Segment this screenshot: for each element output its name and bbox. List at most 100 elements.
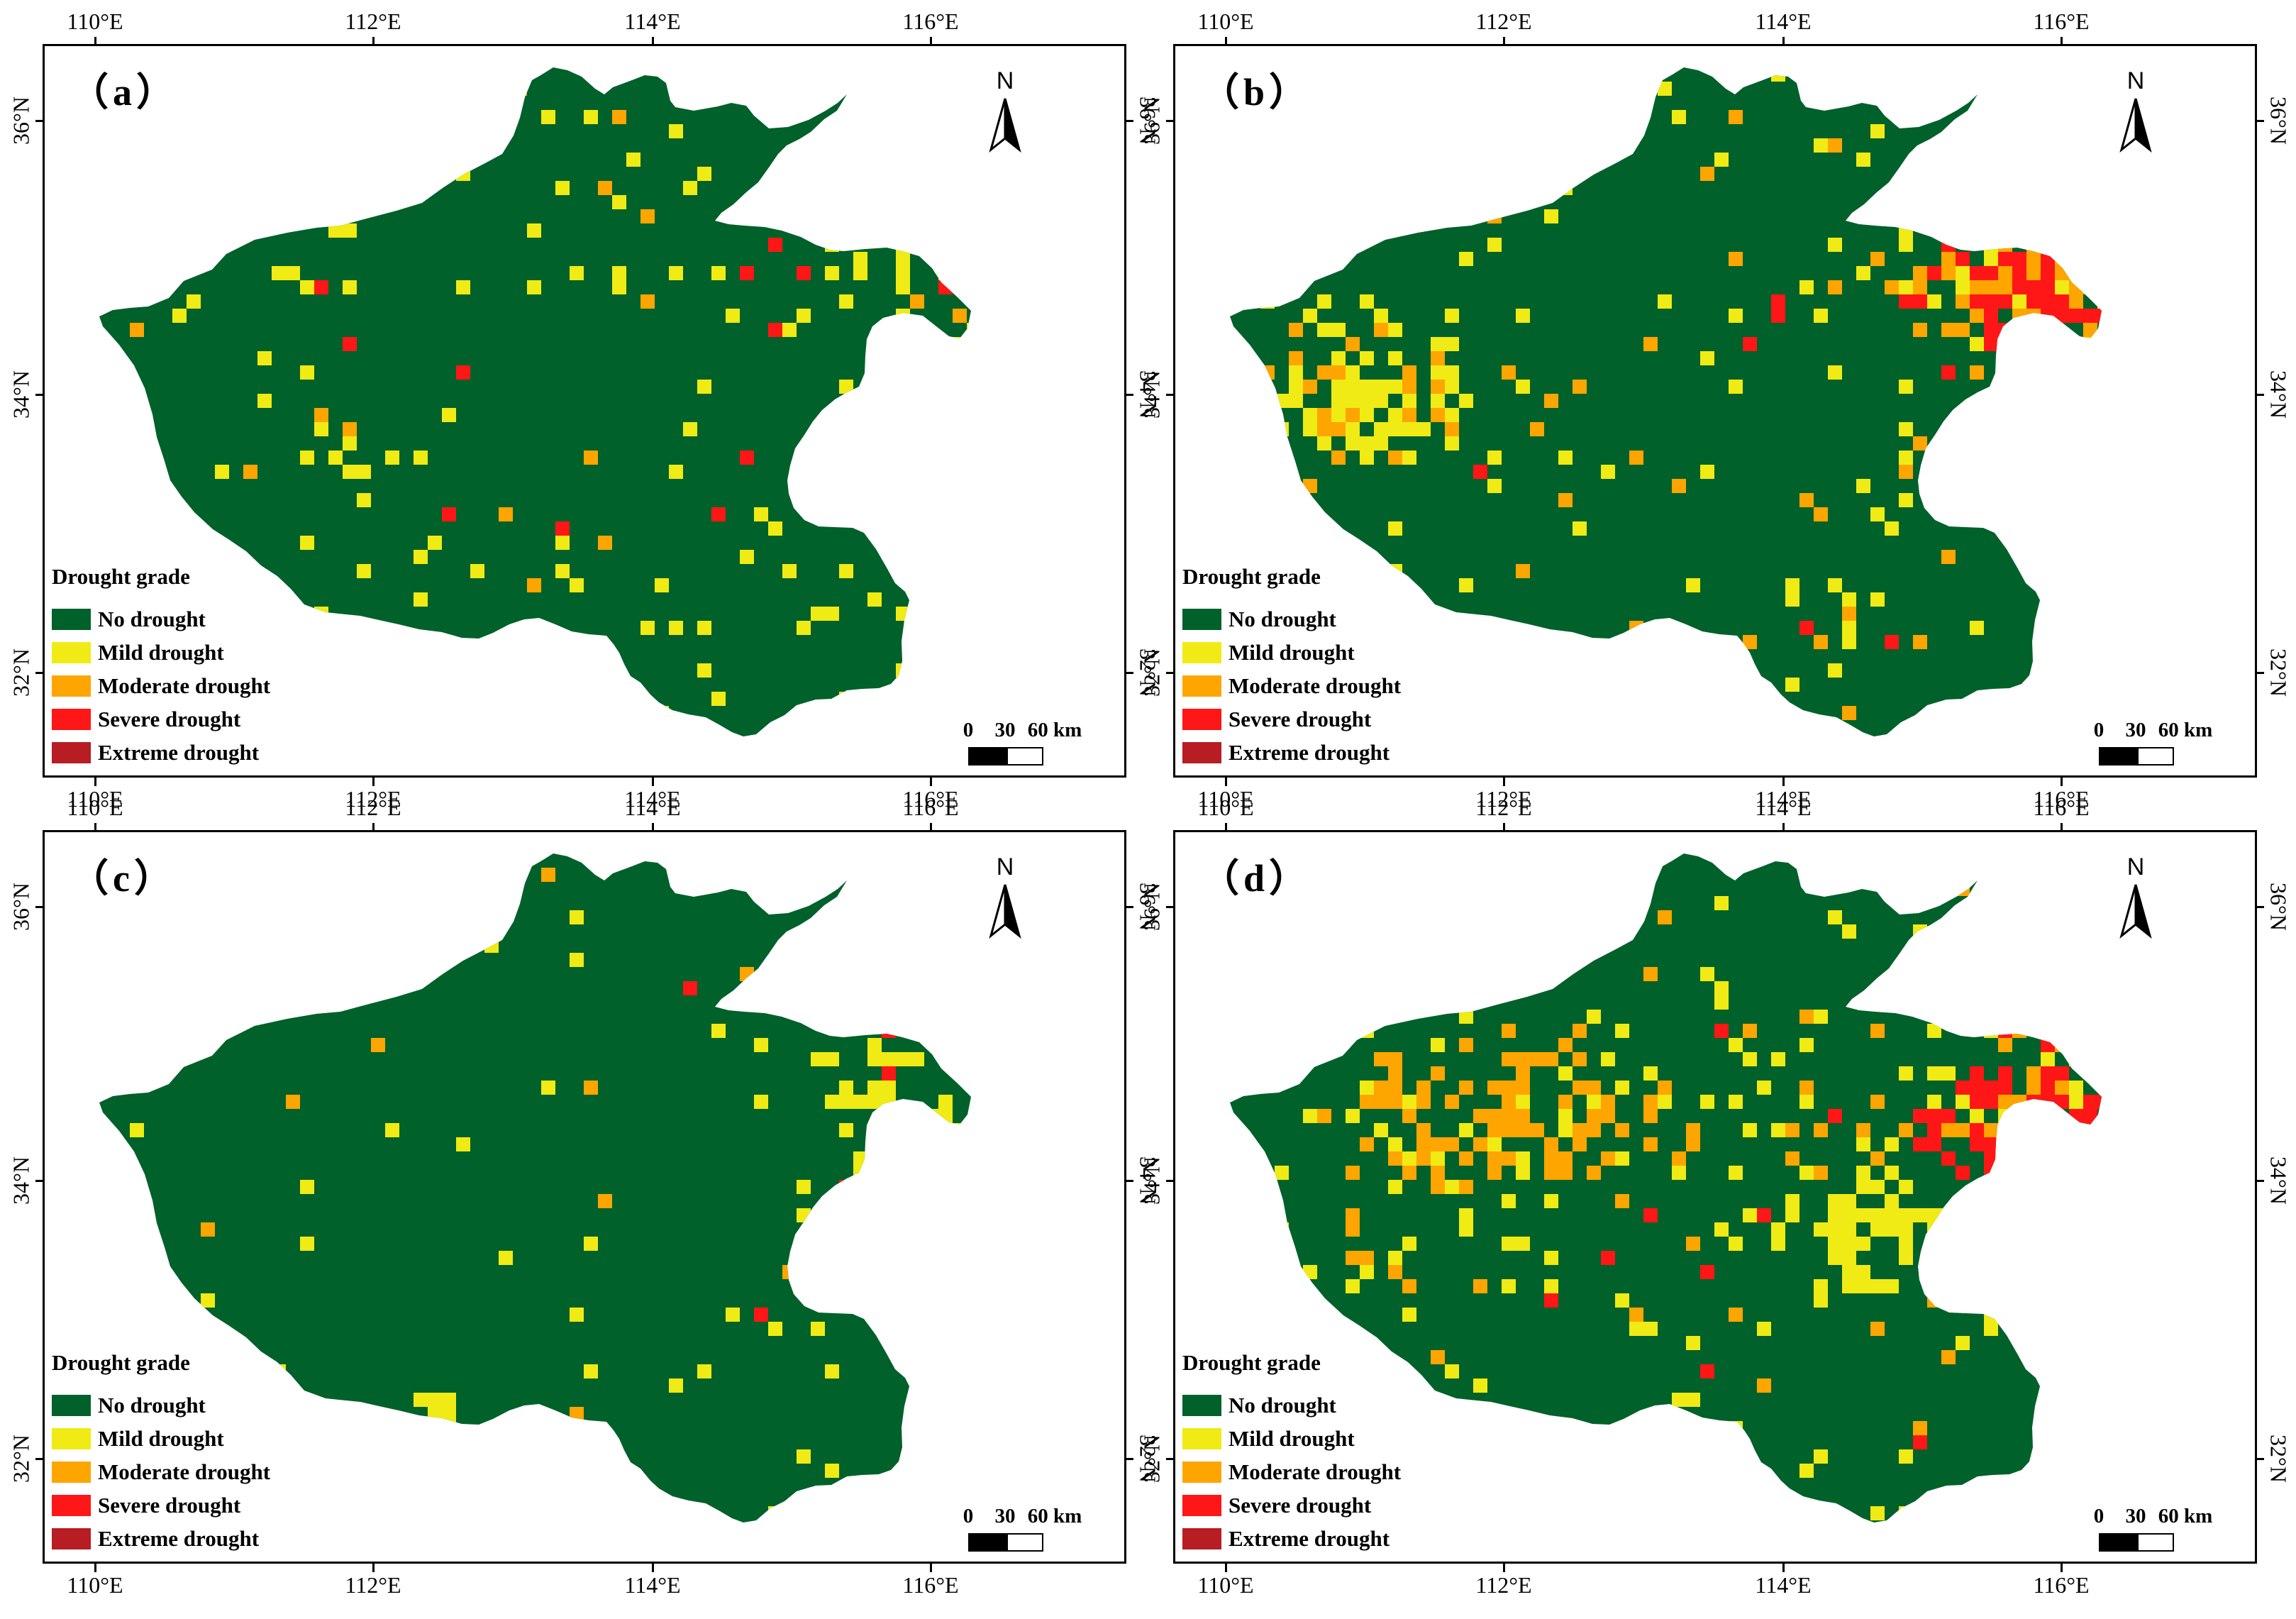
mild-drought-cell [2041,706,2055,720]
moderate-drought-cell [598,181,612,195]
mild-drought-cell [967,323,971,337]
mild-drought-cell [2083,967,2097,981]
severe-drought-cell [1573,67,1587,82]
mild-drought-cell [442,153,456,167]
moderate-drought-cell [2097,1208,2102,1222]
mild-drought-cell [158,1010,172,1024]
severe-drought-cell [1473,868,1487,882]
moderate-drought-cell [1346,1208,1360,1222]
map-frame: （c） N Drought grade No drought Mild droug… [43,830,1126,1564]
moderate-drought-cell [1459,1038,1473,1052]
moderate-drought-cell [1686,1123,1700,1137]
mild-drought-cell [1956,1208,1970,1222]
mild-drought-cell [1686,1336,1700,1350]
scale-label-0: 0 [2093,1505,2104,1527]
severe-drought-cell [768,238,782,252]
moderate-drought-cell [1984,1279,1998,1293]
moderate-drought-cell [612,110,626,124]
severe-drought-cell [1998,365,2012,380]
mild-drought-cell [1700,465,1714,479]
moderate-drought-cell [1232,1038,1246,1052]
mild-drought-cell [1842,1237,1856,1251]
mild-drought-cell [1870,1279,1885,1293]
moderate-drought-cell [1402,981,1416,995]
mild-drought-cell [953,1123,967,1137]
mild-drought-cell [910,1151,924,1166]
moderate-drought-cell [1360,1251,1374,1265]
moderate-drought-cell [1729,110,1743,124]
severe-drought-cell [1998,252,2012,266]
severe-drought-cell [1771,294,1785,309]
latitude-tick-mark [2256,1458,2264,1460]
north-arrow: N [984,853,1026,941]
mild-drought-cell [882,507,896,521]
mild-drought-cell [882,167,896,181]
moderate-drought-cell [2083,394,2097,408]
mild-drought-cell [768,1322,782,1336]
severe-drought-cell [2083,678,2097,692]
mild-drought-cell [1275,1222,1289,1237]
mild-drought-cell [1317,294,1331,309]
moderate-drought-cell [811,209,825,223]
moderate-drought-cell [1459,1081,1473,1095]
scale-bar: 0 30 60 km [963,1505,1085,1552]
mild-drought-cell [953,981,967,995]
mild-drought-cell [797,309,811,323]
severe-drought-cell [1970,266,1984,280]
mild-drought-cell [825,238,839,252]
mild-drought-cell [1388,1137,1402,1151]
mild-drought-cell [1885,1166,1899,1180]
scale-label-0: 0 [963,719,974,741]
mild-drought-cell [314,734,328,736]
mild-drought-cell [257,110,272,124]
moderate-drought-cell [1870,1024,1885,1038]
moderate-drought-cell [1516,1109,1530,1123]
mild-drought-cell [1445,436,1459,451]
mild-drought-cell [612,195,626,209]
mild-drought-cell [1729,309,1743,323]
moderate-drought-cell [1573,1123,1587,1137]
mild-drought-cell [1346,365,1360,380]
moderate-drought-cell [1998,351,2012,365]
moderate-drought-cell [1984,209,1998,223]
mild-drought-cell [1729,1166,1743,1180]
moderate-drought-cell [1544,1137,1558,1151]
mild-drought-cell [1502,1237,1516,1251]
longitude-tick-label: 116°E [2033,1572,2090,1598]
mild-drought-cell [1360,351,1374,365]
mild-drought-cell [2041,1052,2055,1066]
mild-drought-cell [811,607,825,621]
mild-drought-cell [697,734,711,736]
moderate-drought-cell [2012,323,2026,337]
mild-drought-cell [456,1137,470,1151]
legend-item: Moderate drought [52,1455,270,1488]
moderate-drought-cell [1388,451,1402,465]
moderate-drought-cell [1431,1137,1445,1151]
mild-drought-cell [414,1393,428,1407]
moderate-drought-cell [1402,380,1416,394]
mild-drought-cell [1743,1052,1757,1066]
severe-drought-cell [1700,1364,1714,1378]
mild-drought-cell [414,550,428,564]
severe-drought-cell [1970,1095,1984,1109]
mild-drought-cell [385,138,399,153]
mild-drought-cell [1360,1265,1374,1279]
mild-drought-cell [2012,1208,2026,1222]
moderate-drought-cell [1516,692,1530,706]
mild-drought-cell [839,692,853,706]
severe-drought-cell [2041,1151,2055,1166]
severe-drought-cell [1970,1066,1984,1081]
scale-label-60: 60 km [2158,1505,2213,1527]
moderate-drought-cell [1445,1506,1459,1520]
mild-drought-cell [257,67,272,82]
moderate-drought-cell [1317,408,1331,422]
mild-drought-cell [1870,507,1885,521]
moderate-drought-cell [1516,1052,1530,1066]
latitude-tick-mark [35,1180,44,1182]
moderate-drought-cell [2055,252,2069,266]
moderate-drought-cell [1941,266,1956,280]
mild-drought-cell [1799,1166,1814,1180]
moderate-drought-cell [1984,280,1998,294]
moderate-drought-cell [924,1265,938,1279]
severe-drought-cell [1970,1081,1984,1095]
